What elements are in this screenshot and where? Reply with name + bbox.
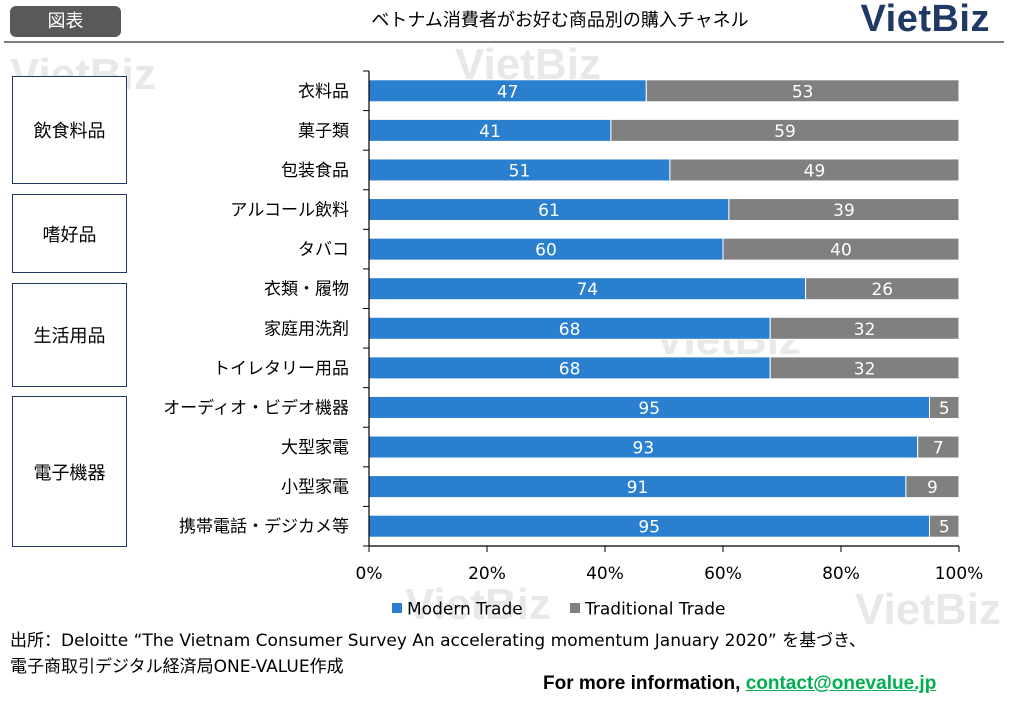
traditional-trade-bar — [929, 514, 960, 538]
data-label: 59 — [774, 122, 796, 142]
source-note: 出所：Deloitte “The Vietnam Consumer Survey… — [10, 628, 866, 680]
category-label: オーディオ・ビデオ機器 — [163, 397, 349, 418]
traditional-trade-bar — [610, 118, 960, 142]
data-label: 7 — [933, 439, 944, 459]
data-label: 40 — [830, 241, 852, 261]
traditional-trade-bar — [669, 158, 960, 182]
data-label: 95 — [638, 399, 660, 419]
category-label: 包装食品 — [281, 161, 349, 181]
legend-label: Traditional Trade — [584, 600, 725, 620]
group-label: 飲食料品 — [33, 121, 106, 142]
traditional-trade-bar — [769, 356, 960, 380]
traditional-trade-bar — [769, 316, 960, 340]
category-label: 携帯電話・デジカメ等 — [179, 516, 349, 537]
category-label: トイレタリー用品 — [213, 359, 349, 379]
data-label: 5 — [939, 518, 950, 538]
group-label: 嗜好品 — [42, 224, 97, 246]
group-label: 電子機器 — [33, 462, 106, 484]
x-tick-label: 20% — [468, 564, 506, 584]
traditional-trade-bar — [728, 198, 960, 222]
source-line-1: 出所：Deloitte “The Vietnam Consumer Survey… — [10, 631, 866, 651]
data-label: 51 — [509, 161, 531, 181]
x-tick-label: 0% — [356, 564, 383, 584]
data-label: 61 — [538, 201, 560, 221]
x-tick-label: 80% — [822, 564, 860, 584]
group-box-household: 生活用品 — [12, 283, 127, 387]
data-label: 60 — [535, 241, 557, 261]
data-label: 93 — [633, 439, 655, 459]
category-label: 小型家電 — [281, 478, 349, 498]
x-tick-label: 100% — [935, 564, 984, 584]
source-line-2: 電子商取引デジタル経済局ONE-VALUE作成 — [10, 657, 344, 677]
header-divider — [4, 41, 1004, 43]
data-label: 68 — [559, 359, 581, 379]
data-label: 32 — [854, 320, 876, 340]
figure-tag: 図表 — [10, 6, 121, 37]
data-label: 95 — [638, 518, 660, 538]
category-label: タバコ — [298, 240, 349, 260]
legend-swatch-traditional — [570, 603, 580, 613]
contact-prefix: For more information, — [543, 673, 746, 694]
group-label: 生活用品 — [33, 326, 106, 347]
data-label: 68 — [559, 320, 581, 340]
category-label: 大型家電 — [281, 438, 349, 458]
x-tick-label: 40% — [586, 564, 624, 584]
group-box-electronics: 電子機器 — [12, 396, 127, 547]
data-label: 39 — [833, 201, 855, 221]
group-box-luxury: 嗜好品 — [12, 194, 127, 273]
data-label: 47 — [497, 82, 519, 102]
traditional-trade-bar — [929, 395, 960, 419]
data-label: 49 — [804, 161, 826, 181]
traditional-trade-bar — [805, 277, 960, 301]
category-label: 家庭用洗剤 — [264, 319, 349, 339]
contact-footer: For more information, contact@onevalue.j… — [543, 673, 936, 695]
category-label: 衣類・履物 — [264, 280, 349, 300]
traditional-trade-bar — [917, 435, 960, 459]
category-label: アルコール飲料 — [230, 201, 349, 221]
legend-swatch-modern — [392, 603, 402, 613]
group-box-food: 飲食料品 — [12, 76, 127, 184]
category-label: 衣料品 — [298, 82, 349, 102]
vietbiz-logo: VietBiz — [860, 0, 990, 40]
legend-label: Modern Trade — [407, 600, 523, 620]
data-label: 5 — [939, 399, 950, 419]
traditional-trade-bar — [645, 79, 960, 103]
contact-email-link[interactable]: contact@onevalue.jp — [745, 673, 937, 694]
data-label: 91 — [627, 478, 649, 498]
page-title: ベトナム消費者がお好む商品別の購入チャネル — [371, 10, 749, 31]
data-label: 74 — [576, 280, 598, 300]
traditional-trade-bar — [905, 475, 960, 499]
data-label: 32 — [854, 359, 876, 379]
category-label: 菓子類 — [298, 121, 349, 141]
traditional-trade-bar — [722, 237, 960, 261]
data-label: 53 — [792, 82, 814, 102]
x-tick-label: 60% — [704, 564, 742, 584]
data-label: 9 — [927, 478, 938, 498]
data-label: 26 — [871, 280, 893, 300]
data-label: 41 — [479, 122, 501, 142]
